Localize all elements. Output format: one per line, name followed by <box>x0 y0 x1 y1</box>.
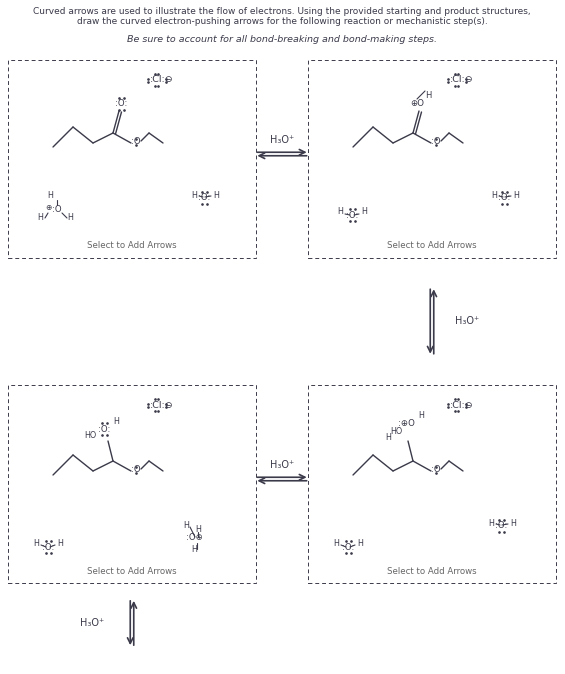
Text: :O: :O <box>131 466 141 474</box>
Text: :Cl:⊖: :Cl:⊖ <box>450 75 473 84</box>
Text: :O:: :O: <box>198 193 210 202</box>
Text: :O⊕: :O⊕ <box>185 532 202 541</box>
Text: H: H <box>183 520 189 530</box>
Text: ⊕O: ⊕O <box>410 98 424 107</box>
Text: :O:: :O: <box>42 543 54 551</box>
Text: HO: HO <box>390 427 402 435</box>
Text: H: H <box>57 539 63 547</box>
Text: :O: :O <box>431 466 441 474</box>
Text: :O: :O <box>52 206 62 214</box>
Text: H: H <box>513 191 519 200</box>
Text: H: H <box>361 208 367 216</box>
Text: Select to Add Arrows: Select to Add Arrows <box>87 567 177 576</box>
Text: H: H <box>418 412 424 421</box>
Text: H: H <box>385 433 391 443</box>
Bar <box>8 60 256 258</box>
Text: draw the curved electron-pushing arrows for the following reaction or mechanisti: draw the curved electron-pushing arrows … <box>77 18 488 26</box>
Text: Select to Add Arrows: Select to Add Arrows <box>387 241 477 251</box>
Bar <box>8 385 256 583</box>
Text: :Cl:⊖: :Cl:⊖ <box>450 400 473 410</box>
Text: H: H <box>510 518 516 528</box>
Text: H₃O⁺: H₃O⁺ <box>455 317 479 326</box>
Text: :O:: :O: <box>342 543 354 551</box>
Text: :O:: :O: <box>498 193 510 202</box>
Text: H: H <box>425 90 431 100</box>
Bar <box>308 385 556 583</box>
Text: H: H <box>195 526 201 534</box>
Text: :O: :O <box>131 137 141 146</box>
Text: :O: :O <box>431 137 441 146</box>
Text: H: H <box>491 191 497 200</box>
Text: Be sure to account for all bond-breaking and bond-making steps.: Be sure to account for all bond-breaking… <box>127 36 437 44</box>
Text: Select to Add Arrows: Select to Add Arrows <box>87 241 177 251</box>
Text: :O:: :O: <box>115 100 127 109</box>
Text: HO: HO <box>84 431 96 441</box>
Text: H: H <box>191 191 197 200</box>
Text: H: H <box>191 545 197 553</box>
Text: H: H <box>33 539 39 547</box>
Bar <box>308 60 556 258</box>
Text: Curved arrows are used to illustrate the flow of electrons. Using the provided s: Curved arrows are used to illustrate the… <box>33 7 531 16</box>
Text: H₃O⁺: H₃O⁺ <box>80 618 104 628</box>
Text: H: H <box>337 208 343 216</box>
Text: H₃O⁺: H₃O⁺ <box>270 135 294 145</box>
Text: H: H <box>113 417 119 425</box>
Text: H: H <box>333 539 339 547</box>
Text: :O:: :O: <box>495 522 507 530</box>
Text: :Cl:⊖: :Cl:⊖ <box>150 400 173 410</box>
Text: :⊕O: :⊕O <box>398 419 415 427</box>
Text: ⊕: ⊕ <box>45 204 51 212</box>
Text: :O:: :O: <box>98 425 110 433</box>
Text: H: H <box>37 214 43 222</box>
Text: :Cl:⊖: :Cl:⊖ <box>150 75 173 84</box>
Text: H: H <box>488 518 494 528</box>
Text: H: H <box>213 191 219 200</box>
Text: H: H <box>357 539 363 547</box>
Text: Select to Add Arrows: Select to Add Arrows <box>387 567 477 576</box>
Text: H: H <box>67 214 73 222</box>
Text: H₃O⁺: H₃O⁺ <box>270 460 294 470</box>
Text: :O:: :O: <box>346 210 358 220</box>
Text: H: H <box>47 191 53 200</box>
